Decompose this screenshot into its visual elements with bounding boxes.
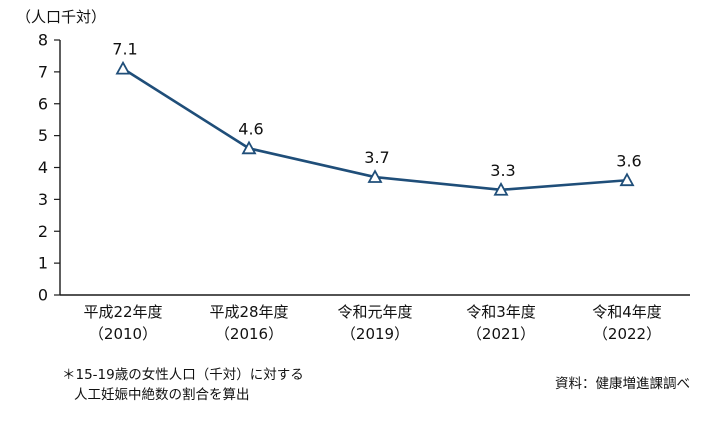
y-tick-label: 4 <box>38 158 48 177</box>
x-tick-label-year: （2022） <box>593 325 661 343</box>
y-tick-label: 5 <box>38 126 48 145</box>
data-point-value-label: 4.6 <box>238 119 263 138</box>
data-point-value-label: 7.1 <box>112 40 137 59</box>
data-point-value-label: 3.3 <box>490 161 515 180</box>
y-tick-label: 1 <box>38 254 48 273</box>
y-tick-label: 8 <box>38 31 48 50</box>
y-tick-label: 2 <box>38 222 48 241</box>
data-point-marker <box>367 169 383 183</box>
x-tick-label-year: （2019） <box>341 325 409 343</box>
footnote-line-2: 人工妊娠中絶数の割合を算出 <box>74 386 250 403</box>
x-tick-label-era: 平成22年度 <box>83 303 162 321</box>
x-tick-label-era: 令和3年度 <box>466 303 536 321</box>
y-axis-unit-label: （人口千対） <box>16 8 107 26</box>
x-tick-label-year: （2010） <box>89 325 157 343</box>
y-tick-label: 7 <box>38 62 48 81</box>
data-point-marker <box>115 60 131 75</box>
x-tick-label-era: 令和4年度 <box>592 303 662 321</box>
data-point-marker <box>619 172 635 187</box>
source-note: 資料：健康増進課調べ <box>555 376 690 392</box>
data-point-value-label: 3.7 <box>364 148 389 167</box>
y-tick-label: 6 <box>38 94 48 113</box>
footnote-line-1: ＊15-19歳の女性人口（千対）に対する <box>62 367 304 383</box>
x-tick-label-era: 平成28年度 <box>209 303 288 321</box>
data-point-marker <box>241 140 257 155</box>
data-point-marker <box>493 181 509 196</box>
x-tick-label-year: （2016） <box>215 325 283 343</box>
footnote: ＊15-19歳の女性人口（千対）に対する 人工妊娠中絶数の割合を算出 <box>62 366 304 405</box>
data-point-value-label: 3.6 <box>616 151 641 170</box>
y-tick-label: 0 <box>38 286 48 305</box>
x-tick-label-year: （2021） <box>467 325 535 343</box>
y-tick-label: 3 <box>38 190 48 209</box>
x-tick-label-era: 令和元年度 <box>337 303 412 321</box>
